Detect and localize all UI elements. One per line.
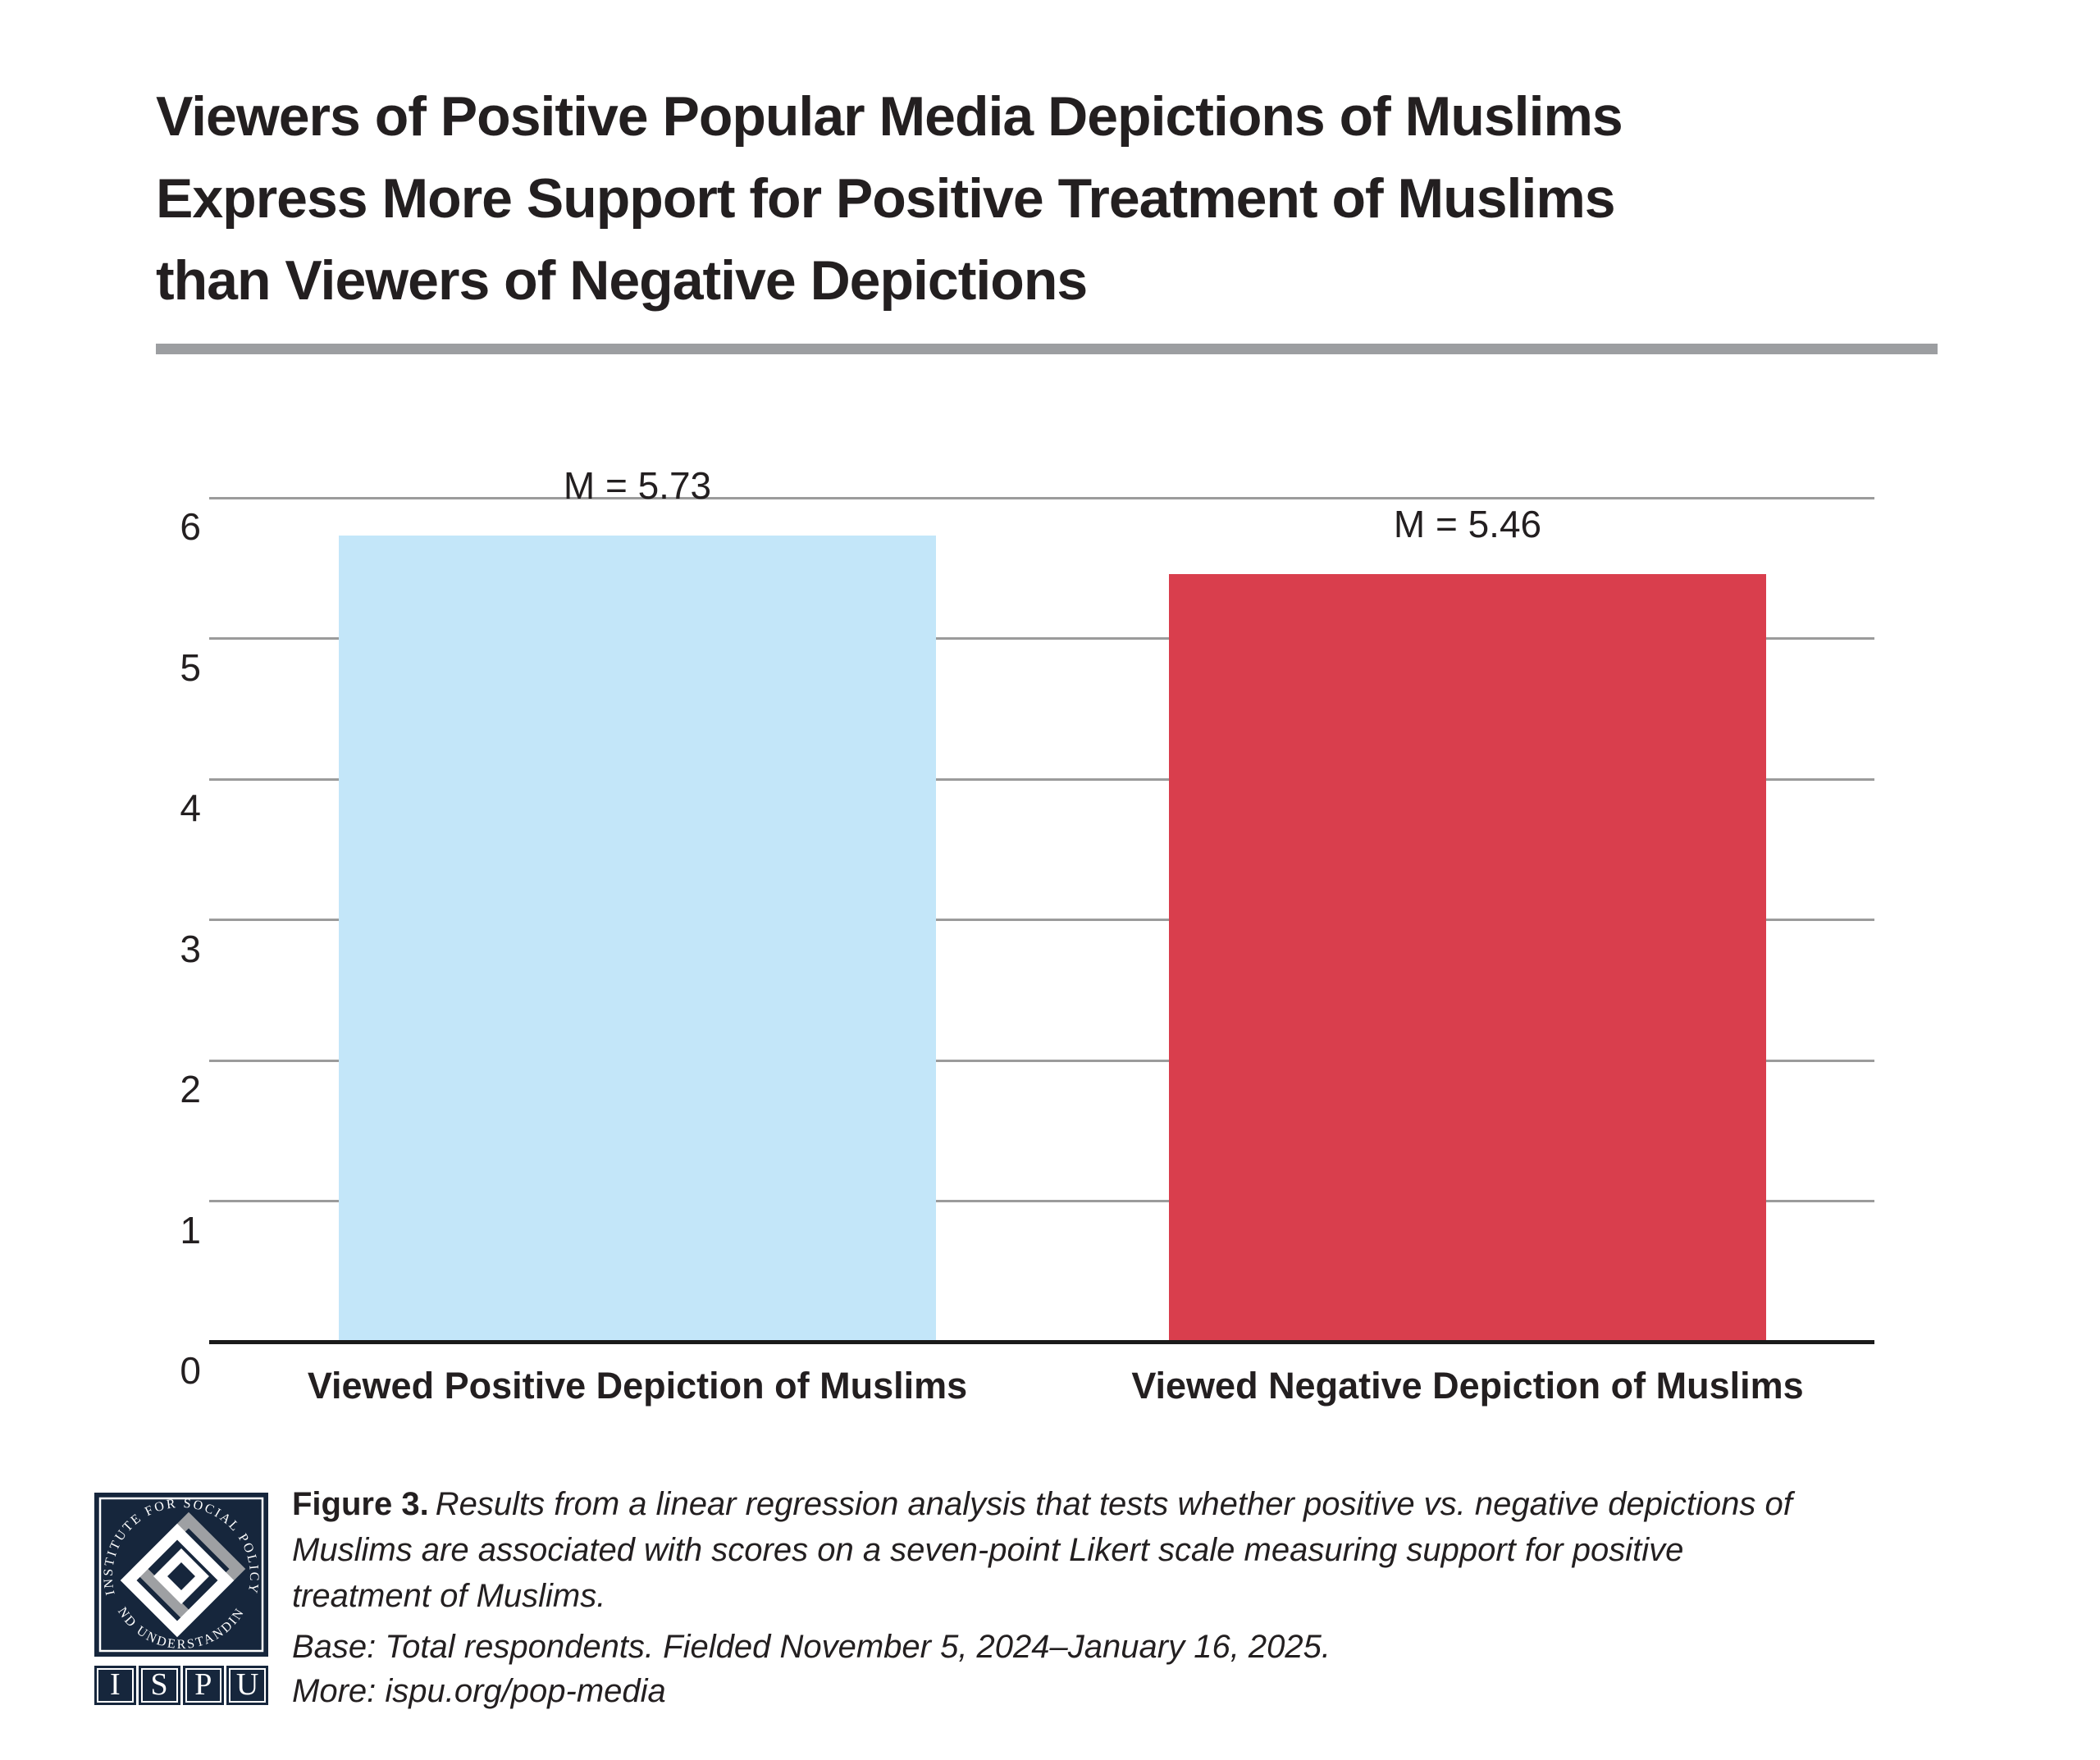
chart-title: Viewers of Positive Popular Media Depict… bbox=[156, 75, 1961, 321]
gridline-4 bbox=[209, 777, 1874, 781]
base-note: Base: Total respondents. Fielded Novembe… bbox=[292, 1629, 1331, 1665]
caption-line-2: Muslims are associated with scores on a … bbox=[292, 1532, 1684, 1568]
y-tick-label-3: 3 bbox=[180, 927, 201, 970]
gridline-1 bbox=[209, 1200, 1874, 1202]
y-tick-label-5: 5 bbox=[180, 645, 201, 689]
figure-number-label: Figure 3. bbox=[292, 1486, 429, 1522]
more-note: More: ispu.org/pop-media bbox=[292, 1673, 666, 1709]
ispu-logo: INSTITUTE FOR SOCIAL POLICY AND UNDERSTA… bbox=[89, 1482, 268, 1705]
ispu-letter-i: I bbox=[110, 1667, 121, 1702]
x-axis-category-label-2: Viewed Negative Depiction of Muslims bbox=[1131, 1365, 1804, 1407]
chart-title-line-1: Viewers of Positive Popular Media Depict… bbox=[156, 85, 1623, 148]
caption-line-1: Figure 3. Results from a linear regressio… bbox=[292, 1481, 1974, 1527]
caption-line-3: treatment of Muslims. bbox=[292, 1578, 606, 1614]
gridline-2 bbox=[209, 1059, 1874, 1062]
ispu-logo-seal: INSTITUTE FOR SOCIAL POLICY AND UNDERSTA… bbox=[89, 1482, 268, 1657]
ispu-letter-s: S bbox=[150, 1667, 168, 1702]
y-tick-label-1: 1 bbox=[180, 1208, 201, 1252]
ispu-letter-u: U bbox=[235, 1667, 259, 1702]
figure-caption: Figure 3. Results from a linear regressio… bbox=[292, 1481, 1974, 1619]
ispu-letter-box: P bbox=[182, 1666, 225, 1705]
ispu-letter-p: P bbox=[194, 1667, 212, 1702]
y-tick-label-6: 6 bbox=[180, 505, 201, 548]
bar-negative-depiction bbox=[1169, 573, 1766, 1342]
bar-value-label-2: M = 5.46 bbox=[1393, 502, 1542, 545]
gridline-5 bbox=[209, 637, 1874, 640]
ispu-letter-row: I S P U bbox=[94, 1666, 268, 1705]
diamond-navy-center bbox=[167, 1562, 195, 1590]
chart-title-line-3: than Viewers of Negative Depictions bbox=[156, 249, 1088, 312]
caption-text: Results from a linear regression analysi… bbox=[435, 1486, 1792, 1522]
chart-title-line-2: Express More Support for Positive Treatm… bbox=[156, 167, 1616, 230]
y-tick-label-4: 4 bbox=[180, 787, 201, 829]
gridline-6 bbox=[209, 496, 1874, 499]
gridline-3 bbox=[209, 919, 1874, 921]
y-tick-label-2: 2 bbox=[180, 1068, 201, 1110]
ispu-letter-box: I bbox=[94, 1666, 136, 1705]
x-axis-category-label-1: Viewed Positive Depiction of Muslims bbox=[307, 1365, 968, 1407]
ispu-letter-box: U bbox=[226, 1666, 268, 1705]
y-tick-label-0: 0 bbox=[180, 1349, 201, 1392]
ispu-letter-box: S bbox=[138, 1666, 180, 1705]
title-divider-rule bbox=[156, 344, 1938, 354]
diamond-white-ring bbox=[120, 1523, 235, 1638]
logo-inner-border bbox=[98, 1497, 264, 1653]
x-axis-line bbox=[209, 1340, 1874, 1344]
bar-value-label-1: M = 5.73 bbox=[563, 464, 712, 508]
bar-positive-depiction bbox=[339, 536, 936, 1342]
